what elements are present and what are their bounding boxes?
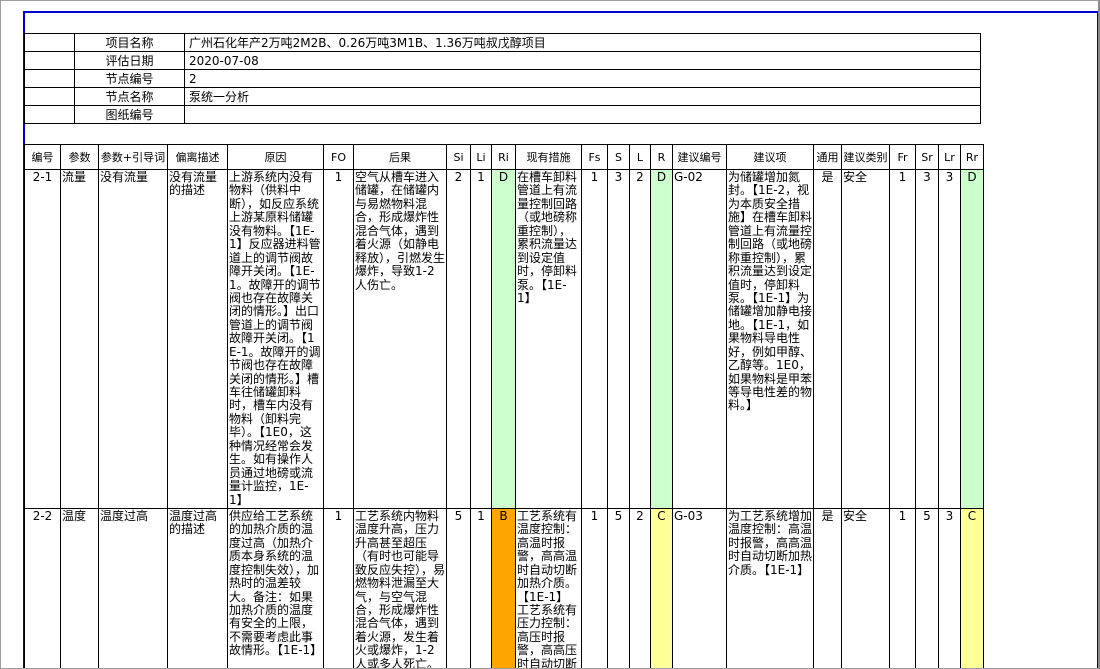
cell-measures: 在槽车卸料管道上有流量控制回路（或地磅称重控制），累积流量达到设定值时，停卸料泵… <box>515 169 582 509</box>
cell-s: 3 <box>607 169 630 509</box>
col-header-id: 编号 <box>24 144 61 170</box>
cell-guideword: 温度过高 <box>98 507 168 668</box>
col-header-li: Li <box>470 144 492 170</box>
cell-fs: 1 <box>581 507 608 668</box>
cell-measures: 工艺系统有温度控制：高温时报警，高高温时自动切断加热介质。【1E-1】工艺系统有… <box>515 507 582 668</box>
info-value-node-name: 泵统一分析 <box>184 87 981 106</box>
cell-si: 5 <box>446 507 471 668</box>
info-row: 节点编号 2 <box>24 69 981 88</box>
cell-rec-id: G-03 <box>672 507 727 668</box>
col-header-common: 通用 <box>813 144 842 170</box>
cell-ri-risk-rank: B <box>491 507 516 668</box>
cell-deviation: 温度过高的描述 <box>167 507 228 668</box>
col-header-rr: Rr <box>960 144 984 170</box>
info-label-project-name: 项目名称 <box>74 33 185 52</box>
cell-common: 是 <box>813 169 842 509</box>
info-label-node-number: 节点编号 <box>74 69 185 88</box>
col-header-fs: Fs <box>581 144 608 170</box>
col-header-l: L <box>629 144 651 170</box>
cell-li: 1 <box>470 169 492 509</box>
hazop-row-2-2: 2-2 温度 温度过高 温度过高的描述 供应给工艺系统的加热介质的温度过高（加热… <box>24 507 984 668</box>
info-label-eval-date: 评估日期 <box>74 51 185 70</box>
cell-deviation: 没有流量的描述 <box>167 169 228 509</box>
cell-sr: 5 <box>915 507 939 668</box>
cell-fo: 1 <box>323 169 354 509</box>
cell-consequence: 空气从槽车进入储罐，在储罐内与易燃物料混合，形成爆炸性混合气体，遇到着火源（如静… <box>353 169 447 509</box>
cell-lr: 3 <box>938 507 961 668</box>
col-header-measures: 现有措施 <box>515 144 582 170</box>
cell-sr: 3 <box>915 169 939 509</box>
cell-recommendation: 为工艺系统增加温度控制：高温时报警，高高温时自动切断加热介质。【1E-1】 <box>726 507 814 668</box>
col-header-rec-type: 建议类别 <box>841 144 890 170</box>
info-value-project-name: 广州石化年产2万吨2M2B、0.26万吨3M1B、1.36万吨叔戊醇项目 <box>184 33 981 52</box>
info-row: 评估日期 2020-07-08 <box>24 51 981 70</box>
cell-fs: 1 <box>581 169 608 509</box>
cell-lr: 3 <box>938 169 961 509</box>
info-value-node-number: 2 <box>184 69 981 88</box>
info-row: 节点名称 泵统一分析 <box>24 87 981 106</box>
cell-li: 1 <box>470 507 492 668</box>
col-header-consequence: 后果 <box>353 144 447 170</box>
cell-rec-type: 安全 <box>841 169 890 509</box>
col-header-r: R <box>650 144 673 170</box>
info-blank-cell <box>24 51 75 70</box>
cell-r-risk-rank: D <box>650 169 673 509</box>
project-info-table: 项目名称 广州石化年产2万吨2M2B、0.26万吨3M1B、1.36万吨叔戊醇项… <box>24 33 981 124</box>
cell-s: 5 <box>607 507 630 668</box>
cell-rec-type: 安全 <box>841 507 890 668</box>
col-header-si: Si <box>446 144 471 170</box>
info-blank-cell <box>24 33 75 52</box>
info-row: 图纸编号 <box>24 105 981 124</box>
info-blank-cell <box>24 69 75 88</box>
info-row: 项目名称 广州石化年产2万吨2M2B、0.26万吨3M1B、1.36万吨叔戊醇项… <box>24 33 981 52</box>
info-blank-cell <box>24 105 75 124</box>
col-header-ri: Ri <box>491 144 516 170</box>
info-label-drawing-number: 图纸编号 <box>74 105 185 124</box>
cell-l: 2 <box>629 507 651 668</box>
info-blank-cell <box>24 87 75 106</box>
col-header-rec-id: 建议编号 <box>672 144 727 170</box>
cell-rr-risk-rank: C <box>960 507 984 668</box>
info-label-node-name: 节点名称 <box>74 87 185 106</box>
cell-rec-id: G-02 <box>672 169 727 509</box>
cell-id: 2-2 <box>24 507 61 668</box>
info-value-eval-date: 2020-07-08 <box>184 51 981 70</box>
col-header-s: S <box>607 144 630 170</box>
col-header-lr: Lr <box>938 144 961 170</box>
cell-cause: 供应给工艺系统的加热介质的温度过高（加热介质本身系统的温度控制失效），加热时的温… <box>227 507 324 668</box>
cell-rr-risk-rank: D <box>960 169 984 509</box>
cell-cause: 上游系统内没有物料（供料中断），如反应系统上游某原料储罐没有物料。【1E-1】反… <box>227 169 324 509</box>
col-header-recommendation: 建议项 <box>726 144 814 170</box>
cell-l: 2 <box>629 169 651 509</box>
cell-recommendation: 为储罐增加氮封。【1E-2，视为本质安全措施】在槽车卸料管道上有流量控制回路（或… <box>726 169 814 509</box>
cell-r-risk-rank: C <box>650 507 673 668</box>
cell-fo: 1 <box>323 507 354 668</box>
cell-consequence: 工艺系统内物料温度升高，压力升高甚至超压（有时也可能导致反应失控），易燃物料泄漏… <box>353 507 447 668</box>
cell-fr: 1 <box>889 507 916 668</box>
cell-ri-risk-rank: D <box>491 169 516 509</box>
hazop-row-2-1: 2-1 流量 没有流量 没有流量的描述 上游系统内没有物料（供料中断），如反应系… <box>24 169 984 509</box>
hazop-header-row: 编号 参数 参数+引导词 偏离描述 原因 FO 后果 Si Li Ri 现有措施… <box>24 144 984 170</box>
col-header-deviation: 偏离描述 <box>167 144 228 170</box>
cell-si: 2 <box>446 169 471 509</box>
cell-param: 流量 <box>60 169 99 509</box>
col-header-sr: Sr <box>915 144 939 170</box>
col-header-guideword: 参数+引导词 <box>98 144 168 170</box>
info-value-drawing-number <box>184 105 981 124</box>
cell-common: 是 <box>813 507 842 668</box>
col-header-fo: FO <box>323 144 354 170</box>
cell-param: 温度 <box>60 507 99 668</box>
cell-guideword: 没有流量 <box>98 169 168 509</box>
col-header-cause: 原因 <box>227 144 324 170</box>
col-header-fr: Fr <box>889 144 916 170</box>
col-header-param: 参数 <box>60 144 99 170</box>
cell-id: 2-1 <box>24 169 61 509</box>
cell-fr: 1 <box>889 169 916 509</box>
hazop-worksheet-table: 编号 参数 参数+引导词 偏离描述 原因 FO 后果 Si Li Ri 现有措施… <box>24 144 984 668</box>
